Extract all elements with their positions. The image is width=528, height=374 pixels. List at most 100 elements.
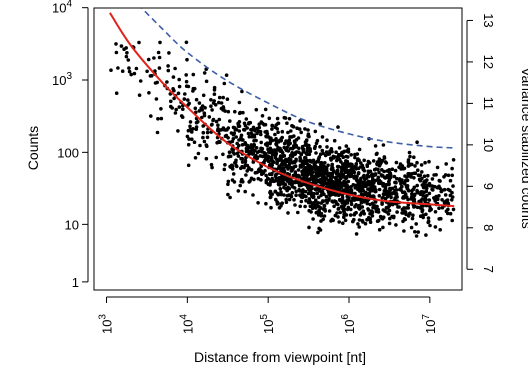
scatter-point (330, 172, 335, 176)
scatter-point (280, 129, 285, 134)
scatter-point (240, 143, 245, 147)
scatter-point (240, 138, 244, 142)
scatter-point (260, 114, 265, 118)
scatter-point (416, 190, 420, 194)
scatter-point (146, 57, 151, 62)
y2-tick-label: 11 (481, 97, 496, 111)
scatter-point (268, 162, 273, 166)
scatter-point (427, 159, 431, 164)
scatter-point (394, 180, 398, 185)
scatter-point (202, 71, 207, 75)
scatter-point (401, 167, 406, 171)
scatter-point (210, 122, 214, 127)
scatter-point (303, 127, 307, 131)
scatter-point (230, 139, 235, 144)
scatter-point (256, 176, 261, 181)
scatter-point (417, 199, 421, 204)
scatter-point (114, 50, 119, 55)
scatter-point (276, 121, 281, 126)
scatter-point (154, 97, 159, 101)
scatter-point (377, 194, 382, 198)
scatter-point (357, 158, 361, 163)
scatter-point (309, 160, 314, 164)
scatter-point (322, 204, 327, 208)
scatter-point (226, 154, 231, 159)
scatter-point (388, 188, 393, 193)
scatter-point (443, 193, 448, 197)
scatter-point (262, 123, 266, 127)
scatter-point (266, 182, 271, 186)
scatter-point (288, 165, 292, 170)
scatter-point (259, 140, 264, 145)
scatter-point (209, 162, 214, 167)
scatter-point (437, 206, 441, 210)
scatter-point (221, 152, 225, 157)
scatter-point (355, 179, 360, 184)
scatter-point (335, 184, 340, 188)
scatter-point (205, 135, 210, 140)
scatter-point (342, 210, 347, 215)
scatter-point (285, 179, 290, 183)
scatter-point (341, 155, 346, 159)
scatter-point (230, 147, 234, 152)
scatter-point (363, 221, 368, 226)
scatter-point (354, 164, 358, 168)
y-tick-label: 104 (52, 0, 72, 16)
scatter-point (415, 160, 419, 165)
scatter-point (293, 170, 298, 174)
scatter-point (306, 200, 311, 205)
scatter-point (215, 128, 220, 133)
scatter-point (329, 147, 334, 151)
scatter-point (269, 205, 273, 210)
scatter-point (314, 198, 318, 202)
scatter-point (344, 167, 349, 172)
scatter-point (357, 225, 362, 229)
scatter-point (435, 165, 440, 170)
scatter-point (426, 219, 431, 224)
scatter-point (433, 225, 438, 229)
scatter-point (194, 97, 199, 102)
scatter-point (301, 150, 306, 154)
scatter-point (191, 127, 195, 131)
scatter-point (450, 173, 455, 178)
scatter-point (394, 160, 399, 165)
scatter-point (297, 175, 302, 179)
scatter-point (159, 116, 164, 121)
scatter-point (380, 202, 384, 206)
y2-tick-label: 12 (481, 55, 496, 69)
scatter-point (388, 216, 392, 221)
scatter-point (329, 158, 333, 162)
scatter-point (370, 189, 374, 193)
scatter-point (413, 204, 417, 209)
scatter-point (316, 230, 320, 235)
scatter-point (344, 144, 349, 148)
scatter-point (304, 194, 308, 199)
scatter-point (217, 95, 222, 100)
scatter-point (290, 191, 295, 195)
scatter-point (254, 155, 259, 160)
scatter-point (364, 190, 368, 195)
scatter-point (393, 185, 398, 189)
scatter-point (420, 208, 425, 212)
scatter-point (273, 132, 277, 137)
scatter-point (336, 178, 340, 183)
scatter-point (319, 172, 323, 176)
scatter-point (381, 225, 385, 230)
scatter-point (409, 175, 413, 179)
scatter-point (304, 198, 308, 203)
scatter-point (299, 130, 304, 135)
scatter-point (426, 173, 430, 178)
scatter-point (247, 121, 251, 125)
scatter-point (422, 174, 427, 178)
scatter-point (368, 220, 373, 224)
scatter-point (280, 151, 285, 155)
scatter-point (308, 177, 313, 182)
scatter-point (285, 188, 290, 193)
scatter-point (423, 179, 427, 183)
scatter-point (313, 160, 318, 165)
scatter-point (196, 151, 201, 156)
scatter-point (223, 163, 227, 167)
scatter-point (309, 165, 313, 169)
scatter-point (273, 138, 278, 142)
scatter-point (316, 195, 321, 200)
